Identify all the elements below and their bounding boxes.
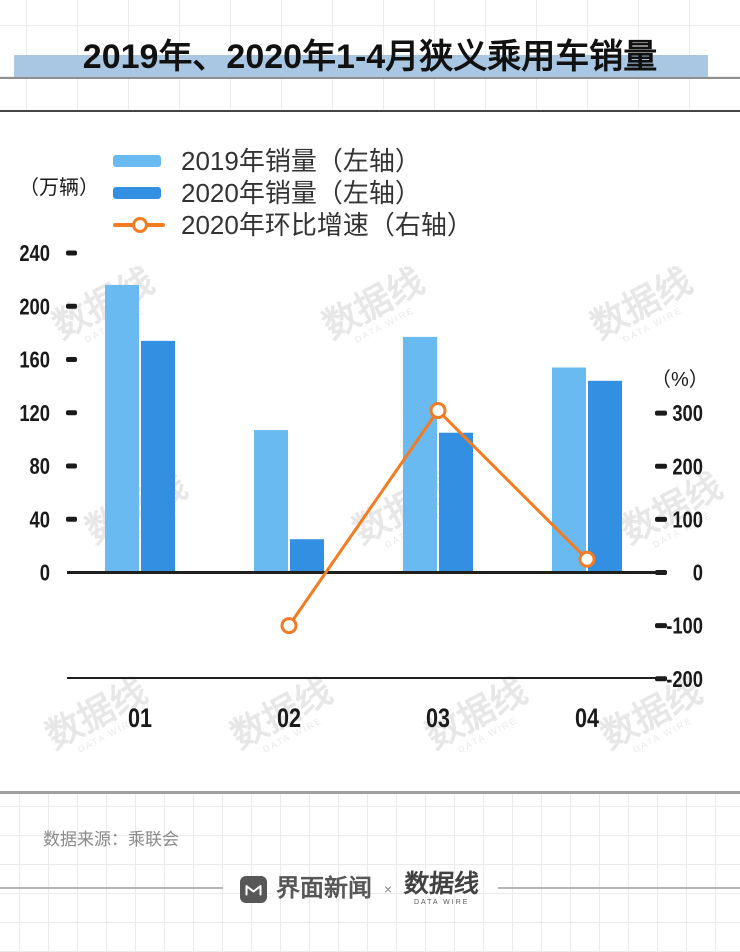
legend-label-2019: 2019年销量（左轴） (181, 146, 421, 176)
svg-text:40: 40 (30, 507, 50, 532)
bar-2020年销量（左轴）-03 (439, 432, 473, 573)
brand-separator: × (384, 881, 393, 897)
svg-text:80: 80 (30, 454, 50, 479)
svg-text:120: 120 (19, 401, 50, 426)
svg-text:240: 240 (19, 241, 50, 266)
bar-2019年销量（左轴）-02 (254, 430, 288, 573)
brand-lockup: 界面新闻 × 数据线 DATA WIRE (240, 866, 481, 912)
jiemian-logo-text: 界面新闻 (276, 875, 372, 902)
data-source-note: 数据来源：乘联会 (43, 830, 179, 849)
svg-text:100: 100 (672, 507, 703, 532)
title-highlight-bar (14, 55, 708, 78)
svg-text:200: 200 (672, 454, 703, 479)
legend-line-marker-icon (113, 217, 165, 233)
right-axis-unit-label: （%） (651, 369, 709, 391)
svg-text:03: 03 (426, 704, 450, 734)
svg-text:200: 200 (19, 294, 50, 319)
datawire-logo-text: 数据线 (403, 870, 481, 898)
legend-circle-marker-icon (132, 217, 148, 233)
header-divider-dark (0, 110, 740, 112)
bar-2020年销量（左轴）-04 (588, 380, 622, 573)
legend-swatch-2020 (113, 187, 161, 199)
datawire-logo-subtext: DATA WIRE (413, 899, 470, 906)
bar-2020年销量（左轴）-02 (290, 539, 324, 573)
jiemian-logo-icon (240, 875, 267, 903)
legend-label-2020: 2020年销量（左轴） (181, 178, 421, 208)
legend-item-2019: 2019年销量（左轴） (113, 145, 473, 177)
svg-text:160: 160 (19, 348, 50, 373)
svg-text:01: 01 (128, 704, 152, 734)
bar-2019年销量（左轴）-04 (552, 367, 586, 573)
svg-text:-200: -200 (666, 667, 703, 692)
bar-2020年销量（左轴）-01 (141, 340, 175, 573)
svg-text:02: 02 (277, 704, 301, 734)
footer-rule-right (498, 887, 740, 889)
legend-label-growth: 2020年环比增速（右轴） (181, 210, 473, 240)
legend-item-growth: 2020年环比增速（右轴） (113, 209, 473, 241)
footer-rule-left (0, 887, 223, 889)
svg-text:300: 300 (672, 401, 703, 426)
svg-text:0: 0 (40, 561, 50, 586)
grid-paper-bottom (0, 794, 740, 952)
chart-legend: 2019年销量（左轴） 2020年销量（左轴） 2020年环比增速（右轴） (113, 145, 473, 241)
svg-text:04: 04 (575, 704, 599, 734)
svg-text:-100: -100 (666, 614, 703, 639)
legend-swatch-2019 (113, 155, 161, 167)
footer-divider (0, 791, 740, 794)
header-divider-light (0, 77, 740, 79)
datawire-logo: 数据线 DATA WIRE (403, 870, 481, 906)
legend-item-2020: 2020年销量（左轴） (113, 177, 473, 209)
svg-text:0: 0 (693, 561, 703, 586)
left-axis-unit-label: （万辆） (19, 177, 99, 199)
bar-2019年销量（左轴）-01 (105, 284, 139, 573)
chart-title: 2019年、2020年1-4月狭义乘用车销量 (82, 38, 658, 76)
